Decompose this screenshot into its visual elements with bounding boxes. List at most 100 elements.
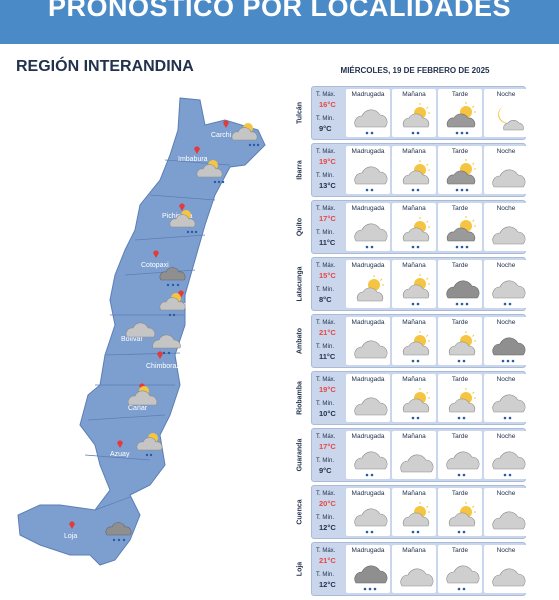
- city-name-label: Tulcán: [290, 86, 310, 140]
- city-name-text: Cuenca: [296, 499, 304, 525]
- city-name-text: Riobamba: [296, 381, 304, 415]
- city-name-text: Quito: [296, 217, 304, 237]
- city-name-text: Guaranda: [296, 438, 304, 472]
- period-cell: Tarde: [438, 374, 482, 422]
- partly-cloudy-icon: [356, 275, 384, 302]
- period-label: Tarde: [451, 547, 469, 554]
- cloud-rain-icon: [492, 394, 526, 420]
- tmax-value: 15°C: [319, 271, 336, 280]
- period-label: Madrugada: [351, 490, 385, 497]
- period-label: Madrugada: [351, 91, 385, 98]
- period-cell: Madrugada: [346, 488, 390, 536]
- partly-cloudy-rain-icon: [402, 274, 430, 306]
- partly-cloudy-rain-icon: [196, 160, 225, 184]
- partly-cloudy-rain-icon: [402, 160, 430, 192]
- dark-cloud-rain-icon: [105, 522, 132, 542]
- tmax-value: 17°C: [319, 442, 336, 451]
- partly-cloudy-rain-icon: [402, 331, 430, 363]
- tmax-label: T. Máx.: [316, 491, 336, 497]
- partly-cloudy-rain-icon: [136, 433, 163, 457]
- period-cell: Madrugada: [346, 146, 390, 194]
- period-cell: Mañana: [392, 488, 436, 536]
- cloud-rain-icon: [492, 451, 526, 477]
- tmax-value: 17°C: [319, 214, 336, 223]
- period-label: Madrugada: [351, 433, 385, 440]
- partly-cloudy-rain-icon: [402, 502, 430, 534]
- sun-dark-cloud-rain-icon: [446, 216, 476, 249]
- tmin-label: T. Mín.: [316, 401, 335, 407]
- period-label: Noche: [496, 433, 516, 440]
- period-label: Tarde: [451, 262, 469, 269]
- period-label: Mañana: [402, 91, 426, 98]
- tmax-label: T. Máx.: [316, 149, 336, 155]
- cloud-rain-icon: [354, 223, 388, 249]
- cloud-icon: [400, 454, 434, 473]
- tmin-value: 9°C: [319, 124, 332, 133]
- period-cell: Noche: [484, 374, 528, 422]
- cloud-rain-icon: [492, 280, 526, 306]
- cloud-icon: [125, 322, 156, 338]
- moon-cloud-icon: [498, 106, 524, 131]
- forecast-date: MIÉRCOLES, 19 DE FEBRERO DE 2025: [340, 66, 490, 75]
- cloud-rain-icon: [354, 109, 388, 135]
- period-cell: Madrugada: [346, 260, 390, 308]
- tmax-label: T. Máx.: [316, 206, 336, 212]
- city-name-label: Quito: [290, 200, 310, 254]
- dark-cloud-rain-icon: [492, 337, 526, 363]
- map-label-cotopaxi: Cotopaxi: [141, 262, 169, 269]
- period-label: Mañana: [402, 490, 426, 497]
- forecast-card: T. Máx. 17°C T. Mín. 9°C Madrugada Mañana Tard…: [311, 428, 528, 482]
- city-row: Cuenca T. Máx. 20°C T. Mín. 12°C Madrugada Mañ…: [292, 485, 528, 539]
- map-label-loja: Loja: [64, 533, 78, 540]
- city-name-label: Ambato: [290, 314, 310, 368]
- period-cell: Mañana: [392, 260, 436, 308]
- temperature-block: T. Máx. 19°C T. Mín. 13°C: [312, 144, 340, 198]
- partly-cloudy-rain-icon: [402, 217, 430, 249]
- tmax-value: 21°C: [319, 556, 336, 565]
- tmin-value: 12°C: [319, 580, 336, 589]
- partly-cloudy-rain-icon: [169, 210, 198, 234]
- location-pin-icon: [117, 440, 123, 448]
- period-label: Mañana: [402, 547, 426, 554]
- map-label-imbabura: Imbabura: [178, 156, 208, 163]
- temperature-block: T. Máx. 17°C T. Mín. 11°C: [312, 201, 340, 255]
- temperature-block: T. Máx. 21°C T. Mín. 11°C: [312, 315, 340, 369]
- period-cell: Noche: [484, 545, 528, 593]
- tmin-label: T. Mín.: [316, 572, 335, 578]
- map-label-bolivar: Bolívar: [121, 336, 143, 343]
- dark-cloud-rain-icon: [159, 267, 186, 287]
- period-label: Noche: [496, 91, 516, 98]
- cloud-rain-icon: [354, 451, 388, 477]
- cloud-rain-icon: [354, 166, 388, 192]
- tmin-value: 10°C: [319, 409, 336, 418]
- tmin-value: 8°C: [319, 295, 332, 304]
- city-name-label: Loja: [290, 542, 310, 596]
- map-label-azuay: Azuay: [110, 451, 130, 458]
- city-name-text: Loja: [296, 561, 304, 577]
- period-cell: Tarde: [438, 488, 482, 536]
- period-cell: Mañana: [392, 374, 436, 422]
- forecast-card: T. Máx. 19°C T. Mín. 13°C Madrugada Mañana Tar…: [311, 143, 528, 198]
- period-label: Mañana: [402, 376, 426, 383]
- location-pin-icon: [69, 521, 75, 529]
- period-cell: Madrugada: [346, 374, 390, 422]
- city-name-label: Latacunga: [290, 257, 310, 311]
- tmin-value: 11°C: [319, 238, 336, 247]
- cloud-icon: [354, 397, 388, 416]
- tmax-value: 20°C: [319, 499, 336, 508]
- partly-cloudy-rain-icon: [448, 502, 476, 534]
- cloud-rain-icon: [354, 508, 388, 534]
- period-cell: Tarde: [438, 545, 482, 593]
- sun-dark-cloud-rain-icon: [446, 159, 476, 192]
- tmin-label: T. Mín.: [316, 173, 335, 179]
- period-label: Tarde: [451, 205, 469, 212]
- city-name-text: Latacunga: [296, 266, 304, 302]
- location-pin-icon: [153, 250, 159, 258]
- tmin-value: 12°C: [319, 523, 336, 532]
- period-label: Madrugada: [351, 319, 385, 326]
- temperature-block: T. Máx. 21°C T. Mín. 12°C: [312, 543, 340, 597]
- tmax-label: T. Máx.: [316, 548, 336, 554]
- period-label: Mañana: [402, 319, 426, 326]
- tmin-label: T. Mín.: [316, 287, 335, 293]
- period-cell: Madrugada: [346, 431, 390, 479]
